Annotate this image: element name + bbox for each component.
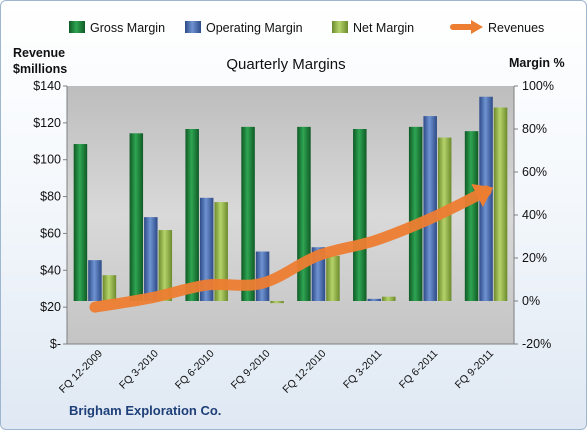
left-tick-label: $80 bbox=[40, 190, 61, 204]
category-labels: FQ 12-2009 FQ 3-2010 FQ 6-2010 FQ 9-2010 FQ … bbox=[57, 348, 496, 396]
legend-label-operating: Operating Margin bbox=[206, 21, 303, 35]
category-label: FQ 12-2010 bbox=[280, 348, 328, 396]
gross-margin-bar bbox=[408, 126, 423, 301]
company-name: Brigham Exploration Co. bbox=[69, 403, 221, 418]
operating-margin-bar bbox=[88, 260, 102, 301]
gross-margin-bar bbox=[185, 129, 199, 301]
left-tick-label: $20 bbox=[40, 300, 61, 314]
operating-margin-bar bbox=[423, 116, 437, 301]
legend-swatch-operating bbox=[185, 21, 201, 33]
revenues-line bbox=[89, 183, 494, 313]
left-tick-label: $140 bbox=[33, 79, 61, 93]
legend-label-revenues: Revenues bbox=[488, 21, 544, 35]
gross-margin-bar bbox=[73, 144, 88, 301]
gross-margin-bar bbox=[241, 126, 255, 301]
left-axis-title-line2: $millions bbox=[13, 62, 67, 76]
left-tick-label: $- bbox=[50, 337, 61, 351]
legend-swatch-revenues bbox=[450, 20, 483, 34]
gross-margin-bar bbox=[353, 129, 367, 301]
revenues-line-path bbox=[89, 185, 492, 313]
left-tick-label: $40 bbox=[40, 263, 61, 277]
bars bbox=[73, 96, 508, 304]
category-label: FQ 9-2010 bbox=[229, 348, 273, 392]
right-tick-label: 0% bbox=[522, 294, 540, 308]
operating-margin-bar bbox=[199, 197, 214, 301]
legend-swatch-gross bbox=[69, 21, 85, 33]
category-label: FQ 6-2010 bbox=[173, 348, 217, 392]
net-margin-bar bbox=[102, 275, 117, 301]
net-margin-bar bbox=[214, 202, 228, 301]
legend: Gross Margin Operating Margin Net Margin… bbox=[69, 20, 544, 35]
category-label: FQ 3-2010 bbox=[117, 348, 161, 392]
legend-swatch-net bbox=[332, 21, 348, 33]
legend-label-net: Net Margin bbox=[353, 21, 414, 35]
category-label: FQ 9-2011 bbox=[453, 348, 497, 392]
revenues-arrowhead bbox=[471, 183, 494, 208]
net-margin-bar bbox=[158, 230, 173, 301]
right-axis-ticks: -20% 0% 20% 40% 60% 80% 100% bbox=[514, 79, 554, 351]
right-tick-label: 60% bbox=[522, 165, 547, 179]
left-tick-label: $120 bbox=[33, 116, 61, 130]
operating-margin-bar bbox=[144, 217, 158, 301]
category-label: FQ 12-2009 bbox=[57, 348, 105, 396]
category-label: FQ 6-2011 bbox=[397, 348, 441, 392]
left-tick-label: $100 bbox=[33, 153, 61, 167]
right-tick-label: 100% bbox=[522, 79, 554, 93]
left-axis-title-line1: Revenue bbox=[13, 46, 65, 60]
left-tick-label: $60 bbox=[40, 226, 61, 240]
legend-label-gross: Gross Margin bbox=[90, 21, 165, 35]
net-margin-bar bbox=[382, 296, 396, 301]
right-tick-label: 80% bbox=[522, 122, 547, 136]
net-margin-bar bbox=[437, 137, 452, 301]
net-margin-bar bbox=[493, 107, 508, 301]
net-margin-bar bbox=[326, 255, 340, 301]
chart-title: Quarterly Margins bbox=[226, 56, 345, 73]
net-margin-bar bbox=[270, 301, 284, 304]
right-tick-label: 40% bbox=[522, 208, 547, 222]
gross-margin-bar bbox=[464, 131, 479, 301]
gross-margin-bar bbox=[129, 133, 144, 301]
right-axis-title: Margin % bbox=[509, 56, 565, 70]
right-tick-label: -20% bbox=[522, 337, 551, 351]
left-axis-ticks: $- $20 $40 $60 $80 $100 $120 $140 bbox=[33, 79, 67, 351]
operating-margin-bar bbox=[367, 298, 382, 301]
category-label: FQ 3-2011 bbox=[341, 348, 385, 392]
right-tick-label: 20% bbox=[522, 251, 547, 265]
gross-margin-bar bbox=[297, 126, 311, 301]
